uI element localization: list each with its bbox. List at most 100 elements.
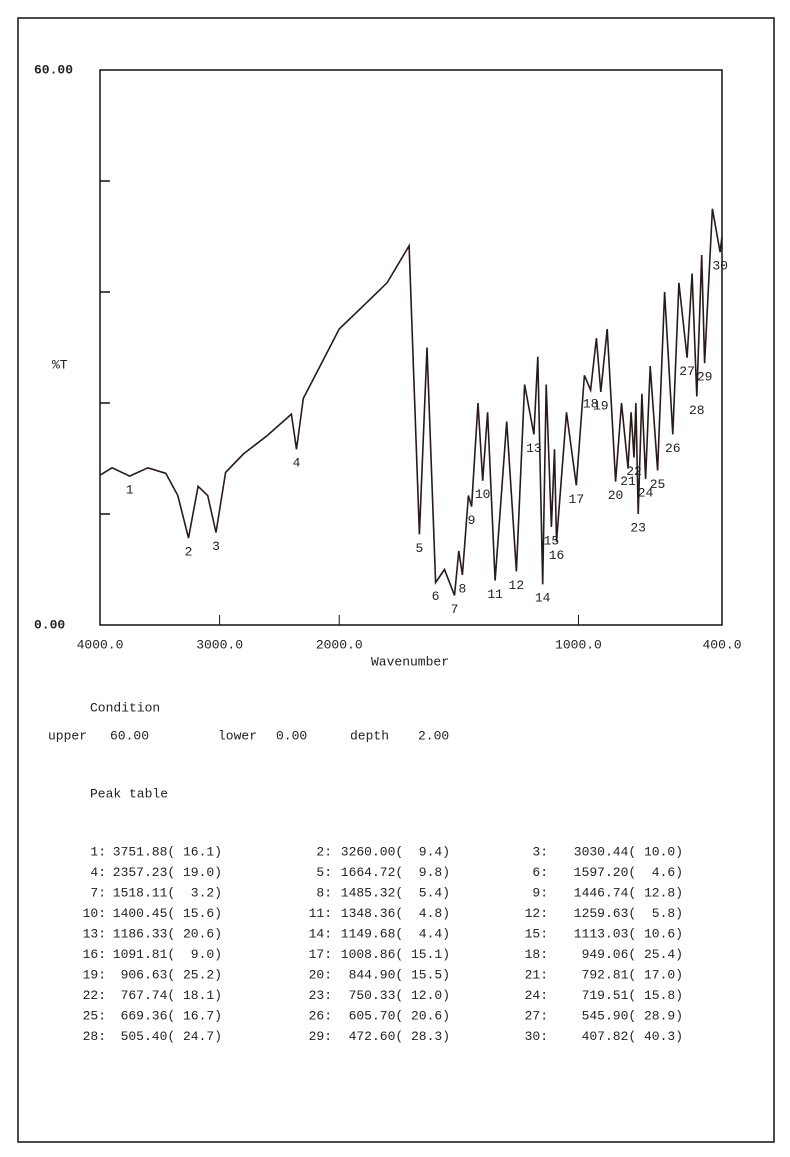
peak-number: 13: <box>83 926 106 941</box>
peak-label: 5 <box>416 541 424 556</box>
peak-number: 2: <box>316 844 332 859</box>
x-tick-label: 2000.0 <box>316 637 363 652</box>
peak-number: 22: <box>83 988 106 1003</box>
peak-number: 7: <box>90 885 106 900</box>
peak-number: 23: <box>309 988 332 1003</box>
condition-value: 0.00 <box>276 728 307 743</box>
peak-label: 8 <box>458 581 466 596</box>
peak-number: 12: <box>525 906 548 921</box>
peak-value: 1485.32( 5.4) <box>341 885 450 900</box>
peak-value: 1113.03( 10.6) <box>574 926 683 941</box>
peak-number: 10: <box>83 906 106 921</box>
peak-label: 15 <box>544 533 560 548</box>
peak-label: 22 <box>626 464 642 479</box>
peak-number: 25: <box>83 1008 106 1023</box>
y-tick-label: 60.00 <box>34 62 73 77</box>
peak-label: 12 <box>509 578 525 593</box>
peak-label: 7 <box>451 602 459 617</box>
peak-number: 14: <box>309 926 332 941</box>
peak-number: 5: <box>316 865 332 880</box>
peak-label: 19 <box>593 398 609 413</box>
x-tick-label: 3000.0 <box>196 637 243 652</box>
peak-value: 407.82( 40.3) <box>582 1029 683 1044</box>
peak-label: 29 <box>697 370 713 385</box>
peak-number: 27: <box>525 1008 548 1023</box>
peak-label: 2 <box>185 544 193 559</box>
peak-number: 4: <box>90 865 106 880</box>
peak-label: 3 <box>212 539 220 554</box>
peak-number: 15: <box>525 926 548 941</box>
peak-label: 14 <box>535 591 551 606</box>
peak-number: 24: <box>525 988 548 1003</box>
peak-number: 26: <box>309 1008 332 1023</box>
peak-value: 505.40( 24.7) <box>121 1029 222 1044</box>
peak-value: 545.90( 28.9) <box>582 1008 683 1023</box>
peak-value: 1400.45( 15.6) <box>113 906 222 921</box>
y-axis-label: %T <box>52 357 68 372</box>
peak-label: 20 <box>608 488 624 503</box>
peak-number: 11: <box>309 906 332 921</box>
peak-value: 1008.86( 15.1) <box>341 947 450 962</box>
condition-title: Condition <box>90 700 160 715</box>
peak-label: 11 <box>487 587 503 602</box>
peak-number: 6: <box>532 865 548 880</box>
peak-value: 1597.20( 4.6) <box>574 865 683 880</box>
peak-value: 1091.81( 9.0) <box>113 947 222 962</box>
page: {"chart_data": {"type": "line", "ylabel"… <box>0 0 790 1157</box>
condition-value: 60.00 <box>110 728 149 743</box>
peak-value: 1259.63( 5.8) <box>574 906 683 921</box>
peak-label: 6 <box>432 589 440 604</box>
condition-label: depth <box>350 728 389 743</box>
condition-label: upper <box>48 728 87 743</box>
peak-label: 27 <box>679 364 695 379</box>
peak-number: 29: <box>309 1029 332 1044</box>
peak-label: 30 <box>712 259 728 274</box>
peak-number: 18: <box>525 947 548 962</box>
x-tick-label: 1000.0 <box>555 637 602 652</box>
peak-value: 1348.36( 4.8) <box>341 906 450 921</box>
condition-value: 2.00 <box>418 728 449 743</box>
peak-label: 13 <box>526 441 542 456</box>
peak-value: 1186.33( 20.6) <box>113 926 222 941</box>
peak-value: 767.74( 18.1) <box>121 988 222 1003</box>
peak-label: 1 <box>126 483 134 498</box>
peak-value: 3030.44( 10.0) <box>574 844 683 859</box>
peak-number: 20: <box>309 967 332 982</box>
peak-value: 1446.74( 12.8) <box>574 885 683 900</box>
peak-label: 26 <box>665 441 681 456</box>
peak-label: 17 <box>569 492 585 507</box>
peak-number: 1: <box>90 844 106 859</box>
peak-number: 3: <box>532 844 548 859</box>
peak-label: 28 <box>689 403 705 418</box>
peak-value: 3260.00( 9.4) <box>341 844 450 859</box>
peak-value: 1149.68( 4.4) <box>341 926 450 941</box>
peak-number: 30: <box>525 1029 548 1044</box>
peak-value: 949.06( 25.4) <box>582 947 683 962</box>
peak-value: 3751.88( 16.1) <box>113 844 222 859</box>
plot-frame <box>100 70 722 625</box>
peak-value: 1518.11( 3.2) <box>113 885 222 900</box>
peak-table-title: Peak table <box>90 786 168 801</box>
peak-number: 17: <box>309 947 332 962</box>
peak-value: 472.60( 28.3) <box>349 1029 450 1044</box>
peak-label: 23 <box>630 520 646 535</box>
x-tick-label: 400.0 <box>702 637 741 652</box>
x-tick-label: 4000.0 <box>77 637 124 652</box>
peak-number: 9: <box>532 885 548 900</box>
peak-label: 9 <box>468 513 476 528</box>
peak-number: 28: <box>83 1029 106 1044</box>
peak-value: 844.90( 15.5) <box>349 967 450 982</box>
peak-value: 906.63( 25.2) <box>121 967 222 982</box>
peak-number: 21: <box>525 967 548 982</box>
peak-label: 25 <box>650 477 666 492</box>
page-svg: %T Wavenumber Condition upper 60.00 lowe… <box>0 0 790 1157</box>
peak-value: 792.81( 17.0) <box>582 967 683 982</box>
peak-number: 8: <box>316 885 332 900</box>
x-axis-label: Wavenumber <box>371 654 449 669</box>
peak-label: 10 <box>475 487 491 502</box>
peak-value: 750.33( 12.0) <box>349 988 450 1003</box>
y-tick-label: 0.00 <box>34 617 65 632</box>
peak-value: 605.70( 20.6) <box>349 1008 450 1023</box>
peak-value: 669.36( 16.7) <box>121 1008 222 1023</box>
peak-number: 19: <box>83 967 106 982</box>
